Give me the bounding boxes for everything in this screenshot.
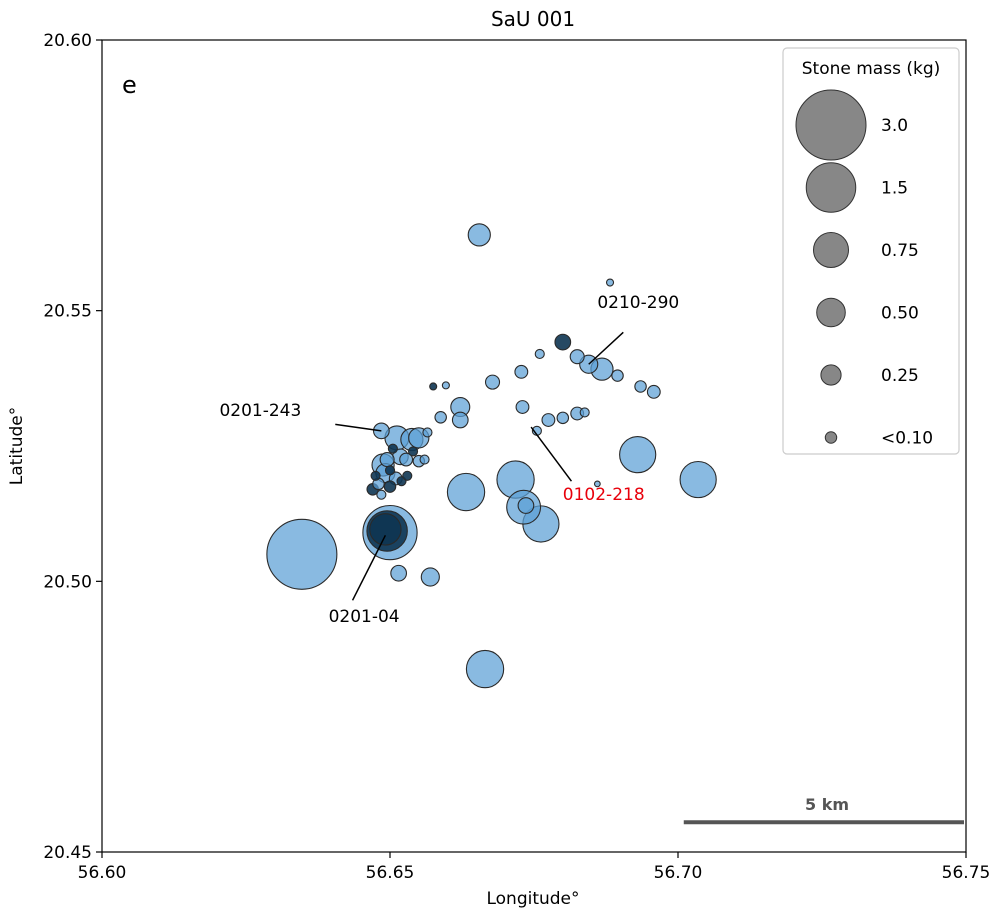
data-point [407,446,419,457]
data-point [266,518,338,590]
data-point [420,567,440,587]
data-point [605,278,615,287]
data-point [593,480,601,488]
data-point [384,465,396,476]
data-point [646,384,661,399]
legend-label: 0.75 [881,241,919,261]
data-point [514,364,529,379]
data-point [515,400,530,414]
data-point [451,411,469,429]
legend-marker [820,364,842,386]
data-point [517,497,535,514]
legend-marker [816,297,846,328]
y-tick-label: 20.45 [43,843,92,863]
y-axis-label: Latitude° [7,407,27,485]
legend: Stone mass (kg) 3.0 1.5 0.75 0.50 0.25 <0.10 [782,47,960,455]
annotation-layer: 0210-290 0201-243 0102-218 0201-04 [219,293,679,627]
data-point [611,369,624,382]
legend-label: 1.5 [881,179,908,199]
data-point [434,411,447,424]
scale-bar: 5 km [683,795,964,825]
data-point [484,374,501,390]
data-point [634,380,647,393]
data-point [679,460,717,499]
data-point [441,381,450,390]
y-tick-label: 20.50 [43,572,92,592]
legend-marker [795,89,867,161]
annotation-label: 0210-290 [597,293,679,313]
data-point [619,436,657,474]
data-point [383,480,397,493]
data-point [446,472,486,512]
annotation-leader-line [335,423,382,432]
y-tick-label: 20.55 [43,302,92,322]
legend-label: 3.0 [881,116,908,136]
x-tick-label: 56.70 [654,863,703,883]
panel-label: e [122,71,137,99]
data-point [534,348,545,360]
annotation-label: 0201-243 [219,401,301,421]
x-tick-label: 56.65 [366,863,415,883]
data-point [376,489,387,500]
data-point [429,382,438,391]
data-point [569,349,585,365]
data-point [390,564,408,582]
y-tick-label: 20.60 [43,31,92,51]
legend-label: 0.25 [881,366,919,386]
annotation-label: 0201-04 [329,607,400,627]
data-point [554,333,572,351]
chart-title: SaU 001 [491,7,575,31]
data-point [467,223,491,247]
data-point [379,451,395,468]
scale-bar-label: 5 km [805,795,849,814]
data-point [422,427,433,438]
annotation-label: 0102-218 [563,485,645,505]
legend-label: 0.50 [881,304,919,324]
data-point [402,470,413,481]
data-point [387,443,398,454]
data-point [399,452,414,467]
annotation-leader-line [588,331,624,365]
annotation-leader-line [530,426,573,482]
x-axis-label: Longitude° [486,889,579,909]
data-point [465,649,505,689]
legend-marker [824,431,838,444]
plot-frame [101,39,967,853]
x-tick-label: 56.75 [942,863,991,883]
legend-title: Stone mass (kg) [802,59,941,79]
data-point [556,411,570,425]
annotation-leader-line [351,534,387,601]
x-tick-label: 56.60 [78,863,127,883]
x-axis: 56.60 56.65 56.70 56.75 [78,852,991,883]
legend-marker [805,162,857,213]
legend-marker [813,232,849,268]
data-point [370,470,381,481]
y-axis: 20.45 20.50 20.55 20.60 [43,31,102,863]
legend-label: <0.10 [881,429,933,449]
data-point [369,513,402,546]
data-point [579,407,590,418]
data-point [541,413,556,427]
data-point [419,454,430,465]
